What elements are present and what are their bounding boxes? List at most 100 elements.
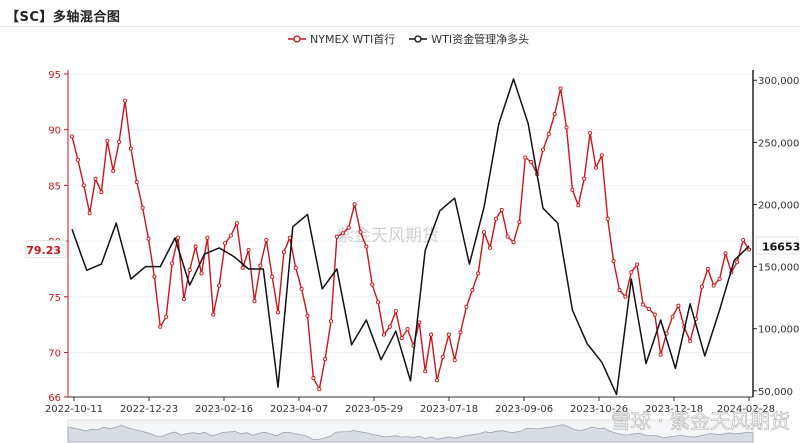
data-point[interactable] [723,251,728,256]
data-point[interactable] [317,387,322,392]
data-point[interactable] [476,271,481,276]
data-point[interactable] [346,225,351,230]
data-point[interactable] [199,271,204,276]
data-point[interactable] [93,176,98,181]
data-point[interactable] [582,176,587,181]
data-point[interactable] [746,247,752,252]
data-point[interactable] [270,274,275,279]
data-point[interactable] [517,220,522,225]
data-point[interactable] [111,168,116,173]
data-point[interactable] [635,262,640,267]
data-point[interactable] [611,259,616,264]
data-point[interactable] [482,230,487,235]
data-point[interactable] [735,260,740,265]
data-point[interactable] [423,369,428,374]
data-point[interactable] [117,139,122,144]
data-point[interactable] [305,313,310,318]
data-point[interactable] [623,294,628,299]
legend-item-net-long[interactable]: WTI资金管理净多头 [409,31,529,47]
data-point[interactable] [470,288,475,293]
data-point[interactable] [505,234,510,239]
data-point[interactable] [440,354,445,359]
data-point[interactable] [405,327,410,332]
data-point[interactable] [487,245,493,250]
data-point[interactable] [164,314,169,319]
data-point[interactable] [564,125,569,130]
data-point[interactable] [552,112,557,117]
data-point[interactable] [358,230,363,235]
data-point[interactable] [705,266,710,271]
data-point[interactable] [370,282,375,287]
data-point[interactable] [252,299,257,304]
data-point[interactable] [134,179,139,185]
data-point[interactable] [570,187,575,192]
data-point[interactable] [599,153,604,158]
data-point[interactable] [546,132,551,137]
data-point[interactable] [187,267,192,273]
data-point[interactable] [417,320,422,325]
data-point[interactable] [699,284,704,289]
data-point[interactable] [340,231,345,236]
data-point[interactable] [217,283,222,288]
data-point[interactable] [376,300,381,305]
data-point[interactable] [688,339,693,344]
data-point[interactable] [670,314,675,319]
data-point[interactable] [676,303,681,308]
data-point[interactable] [281,250,286,255]
data-point[interactable] [75,157,80,162]
data-point[interactable] [69,134,75,139]
data-point[interactable] [364,244,369,249]
data-point[interactable] [529,159,534,165]
data-point[interactable] [646,306,651,312]
data-point[interactable] [464,304,469,309]
data-point[interactable] [311,376,316,381]
data-point[interactable] [228,233,233,238]
data-point[interactable] [658,352,663,357]
data-point[interactable] [287,235,292,240]
data-point[interactable] [158,324,163,329]
data-point[interactable] [452,358,457,363]
data-point[interactable] [128,146,133,151]
data-point[interactable] [122,98,128,103]
data-point[interactable] [293,265,298,270]
data-point[interactable] [299,286,304,292]
data-point[interactable] [323,357,328,362]
data-point[interactable] [170,261,175,266]
data-point[interactable] [381,332,387,337]
data-point[interactable] [99,190,104,195]
data-point[interactable] [540,147,546,152]
data-point[interactable] [711,283,716,288]
data-point[interactable] [193,244,198,249]
data-point[interactable] [605,216,610,221]
data-point[interactable] [152,274,157,279]
data-point[interactable] [399,335,404,341]
data-point[interactable] [588,130,593,136]
data-point[interactable] [246,247,251,253]
data-point[interactable] [105,138,110,143]
data-point[interactable] [175,235,181,240]
data-point[interactable] [352,202,357,207]
data-point[interactable] [434,378,440,383]
data-point[interactable] [275,310,281,315]
data-point[interactable] [499,207,504,212]
data-point[interactable] [393,309,398,314]
data-point[interactable] [146,236,151,241]
data-point[interactable] [511,240,516,245]
data-point[interactable] [211,312,216,317]
data-point[interactable] [558,86,563,91]
data-point[interactable] [87,211,92,216]
data-point[interactable] [223,241,228,246]
data-point[interactable] [140,205,145,210]
data-point[interactable] [652,312,657,317]
data-point[interactable] [258,263,263,268]
data-point[interactable] [181,296,186,302]
data-point[interactable] [234,221,239,226]
data-point[interactable] [741,237,746,243]
data-point[interactable] [334,234,339,239]
data-point[interactable] [328,319,334,324]
data-point[interactable] [429,332,434,337]
data-point[interactable] [593,165,598,170]
data-point[interactable] [264,237,269,243]
data-point[interactable] [523,155,528,160]
data-point[interactable] [240,265,245,270]
